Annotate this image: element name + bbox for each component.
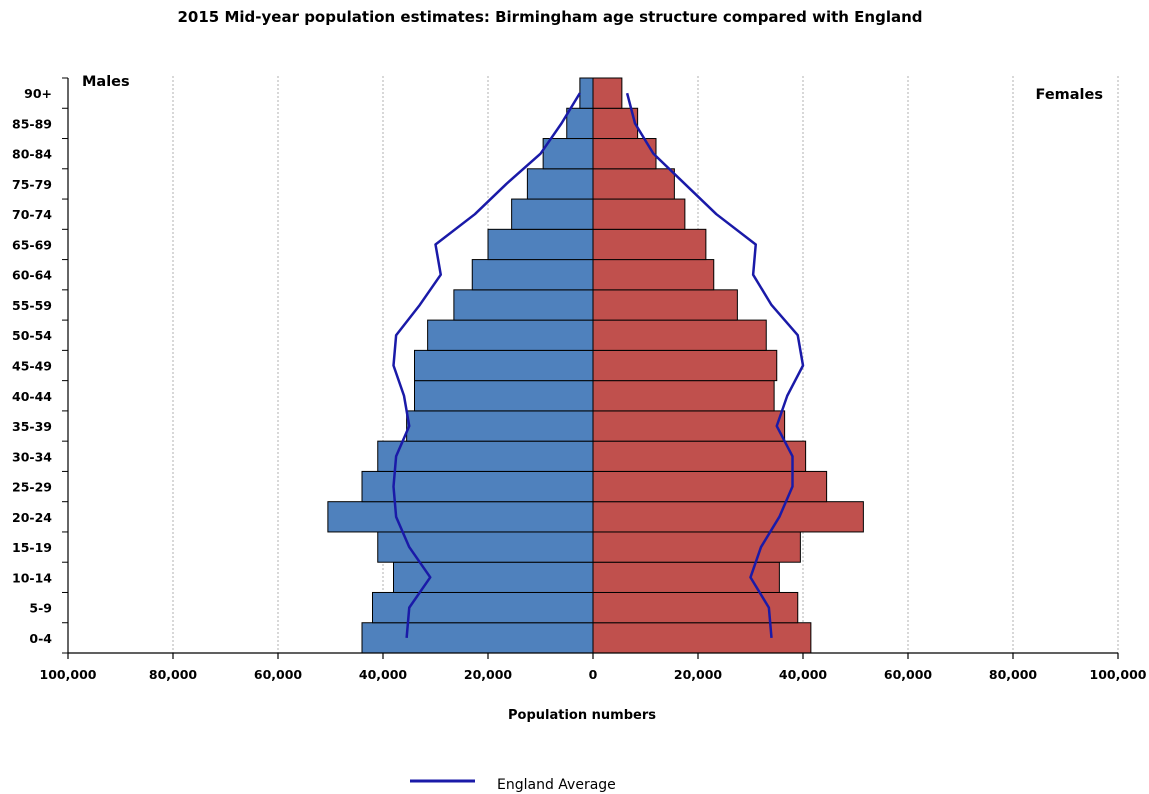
x-tick-label: 20,000 (674, 667, 723, 682)
x-tick-label: 40,000 (779, 667, 828, 682)
x-tick-label: 20,000 (464, 667, 513, 682)
male-bar-10-14 (393, 561, 594, 593)
male-bar-65-69 (487, 228, 594, 261)
y-tick-label: 10-14 (12, 570, 52, 585)
england-average-female-line (625, 92, 805, 638)
female-bar-60-64 (592, 259, 715, 291)
female-bar-50-54 (592, 319, 767, 351)
x-tick-label: 40,000 (359, 667, 408, 682)
y-tick-label: 45-49 (12, 359, 52, 374)
y-tick-label: 70-74 (12, 207, 52, 222)
female-bar-70-74 (592, 198, 686, 230)
y-tick-label: 85-89 (12, 116, 52, 131)
female-bar-65-69 (592, 228, 707, 261)
male-bar-5-9 (372, 591, 594, 624)
female-bar-5-9 (592, 591, 799, 624)
y-tick-label: 15-19 (12, 540, 52, 555)
chart-title: 2015 Mid-year population estimates: Birm… (177, 8, 923, 26)
female-bar-55-59 (592, 289, 738, 321)
y-tick-label: 60-64 (12, 268, 52, 283)
male-bar-35-39 (406, 410, 594, 442)
x-axis-label: Population numbers (508, 708, 656, 723)
england-average-male-line (392, 92, 581, 638)
male-bar-25-29 (361, 470, 594, 503)
x-tick-label: 60,000 (254, 667, 303, 682)
female-bar-10-14 (592, 561, 780, 593)
male-bar-70-74 (511, 198, 594, 230)
male-bar-45-49 (414, 349, 594, 382)
male-bar-20-24 (327, 501, 594, 533)
male-bar-0-4 (361, 622, 594, 654)
female-bar-75-79 (592, 168, 675, 200)
axes (62, 77, 1119, 659)
y-tick-label: 40-44 (12, 389, 52, 404)
female-bar-0-4 (592, 622, 812, 654)
female-bar-85-89 (592, 107, 639, 140)
y-tick-label: 80-84 (12, 147, 52, 162)
female-bar-30-34 (592, 440, 807, 472)
x-tick-label: 0 (589, 667, 598, 682)
england-average-lines (392, 92, 805, 638)
x-tick-label: 80,000 (149, 667, 198, 682)
female-bar-90+ (592, 77, 623, 109)
y-tick-label: 20-24 (12, 510, 52, 525)
female-bar-35-39 (592, 410, 786, 442)
y-tick-label: 35-39 (12, 419, 52, 434)
bars (327, 77, 864, 654)
female-bar-15-19 (592, 531, 801, 563)
x-tick-label: 100,000 (1090, 667, 1147, 682)
y-tick-label: 90+ (24, 86, 52, 101)
females-label: Females (1036, 87, 1103, 103)
y-tick-label: 55-59 (12, 298, 52, 313)
y-tick-labels: 0-4 5-9 10-14 15-19 20-24 25-29 30-34 35-39 40-4… (12, 86, 52, 646)
x-tick-label: 60,000 (884, 667, 933, 682)
y-tick-label: 75-79 (12, 177, 52, 192)
x-tick-label: 80,000 (989, 667, 1038, 682)
legend: England Average (410, 777, 616, 793)
male-bar-80-84 (542, 138, 594, 170)
female-bar-80-84 (592, 138, 657, 170)
legend-label: England Average (497, 777, 616, 793)
female-bar-20-24 (592, 501, 864, 533)
y-tick-label: 25-29 (12, 480, 52, 495)
female-bar-45-49 (592, 349, 778, 382)
y-tick-label: 65-69 (12, 237, 52, 252)
male-bar-90+ (579, 77, 594, 109)
y-tick-label: 30-34 (12, 449, 52, 464)
male-bar-75-79 (526, 168, 594, 200)
male-bar-30-34 (377, 440, 594, 472)
male-bar-60-64 (471, 259, 594, 291)
x-tick-labels: 100,000 80,000 60,000 40,000 20,000 0 20,000 40… (40, 667, 1147, 682)
y-tick-label: 0-4 (29, 631, 52, 646)
male-bar-55-59 (453, 289, 594, 321)
y-tick-label: 5-9 (29, 601, 52, 616)
y-tick-label: 50-54 (12, 328, 52, 343)
male-bar-85-89 (566, 107, 594, 140)
males-label: Males (82, 74, 130, 90)
male-bar-40-44 (414, 380, 594, 412)
female-bar-40-44 (592, 380, 775, 412)
x-tick-label: 100,000 (40, 667, 97, 682)
male-bar-50-54 (427, 319, 594, 351)
